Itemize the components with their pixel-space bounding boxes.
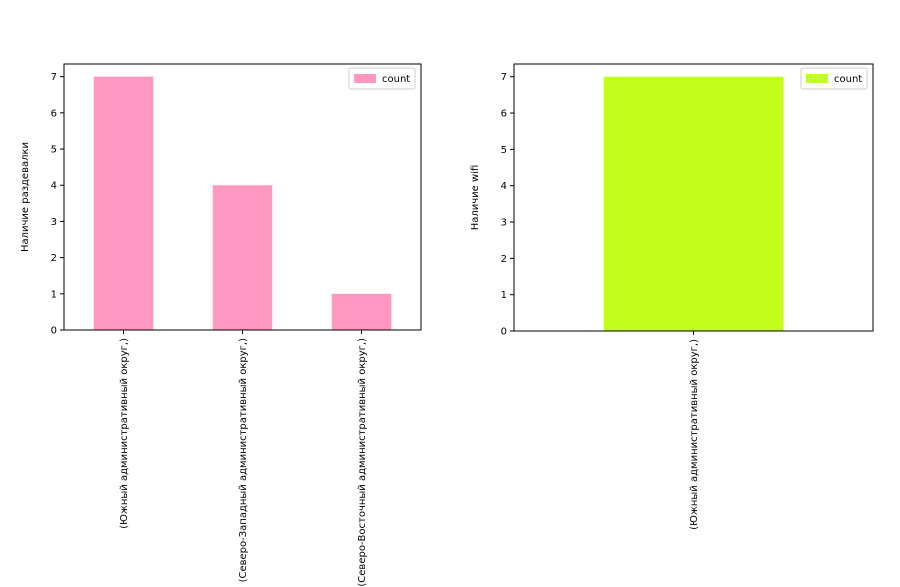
y-tick-label: 6 (501, 109, 507, 120)
x-tick-label: (Южный административный округ,) (689, 339, 700, 530)
y-tick-label: 5 (501, 145, 507, 156)
y-tick-label: 0 (501, 327, 507, 338)
y-tick-label: 5 (51, 145, 57, 156)
legend-label: count (382, 74, 410, 85)
y-tick-label: 3 (51, 217, 57, 228)
axes-frame (63, 63, 422, 331)
y-tick-label: 6 (51, 108, 57, 119)
bar (93, 76, 154, 331)
y-tick-label: 0 (51, 326, 57, 337)
bar (603, 76, 784, 331)
y-tick-label: 7 (51, 72, 57, 83)
y-tick-label: 1 (501, 290, 507, 301)
y-tick-label: 7 (501, 72, 507, 83)
axes-frame (513, 63, 874, 332)
y-tick-label: 2 (501, 254, 507, 265)
x-tick-label: (Северо-Западный административный округ,… (238, 338, 249, 582)
y-axis-label: Наличие раздевалки (20, 142, 31, 252)
y-tick-label: 3 (501, 218, 507, 229)
y-tick-label: 4 (51, 181, 57, 192)
y-tick-label: 2 (51, 253, 57, 264)
y-tick-label: 1 (51, 289, 57, 300)
legend-label: count (834, 74, 862, 85)
x-tick-label: (Южный административный округ,) (119, 338, 130, 529)
legend-frame (800, 67, 868, 90)
legend-swatch (806, 74, 828, 83)
bar (331, 293, 392, 330)
y-tick-label: 4 (501, 181, 507, 192)
legend-swatch (354, 74, 376, 83)
bar (212, 185, 273, 330)
y-axis-label: Наличие wifi (470, 165, 481, 231)
legend-frame (348, 67, 416, 90)
x-tick-label: (Северо-Восточный административный округ… (357, 338, 368, 587)
